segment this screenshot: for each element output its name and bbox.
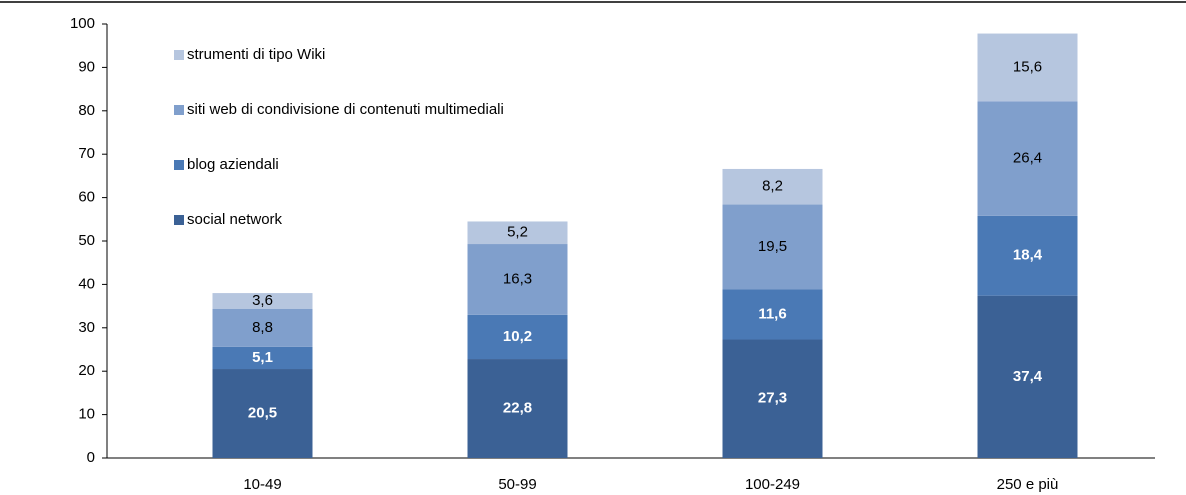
data-label: 20,5 [248,404,277,421]
legend-swatch [174,105,184,115]
x-tick-label: 10-49 [243,476,281,493]
x-tick-label: 50-99 [498,476,536,493]
y-tick-label: 70 [78,145,95,162]
y-tick-label: 30 [78,319,95,336]
data-label: 10,2 [503,328,532,345]
y-tick-label: 100 [70,15,95,32]
legend-swatch [174,50,184,60]
y-tick-label: 50 [78,232,95,249]
data-label: 18,4 [1013,247,1043,264]
legend-label: siti web di condivisione di contenuti mu… [187,101,504,118]
legend-label: blog aziendali [187,156,279,173]
bar-segment [977,33,1078,102]
bar-segment [722,289,823,340]
data-label: 3,6 [252,292,273,309]
y-tick-label: 0 [87,449,95,466]
bar-segment [977,295,1078,458]
y-tick-label: 20 [78,362,95,379]
data-label: 26,4 [1013,150,1042,167]
bar-segment [212,346,313,370]
data-label: 5,1 [252,349,273,366]
x-tick-label: 100-249 [745,476,800,493]
y-tick-label: 10 [78,406,95,423]
data-label: 8,8 [252,319,273,336]
bar-segment [722,204,823,290]
bar-segment [722,168,823,205]
bar-segment [467,314,568,360]
data-label: 5,2 [507,224,528,241]
bar-segment [467,359,568,458]
y-tick-label: 40 [78,275,95,292]
data-label: 11,6 [758,305,786,322]
legend-label: strumenti di tipo Wiki [187,46,325,63]
bar-segment [722,339,823,458]
y-tick-label: 60 [78,189,95,206]
bar-segment [467,221,568,245]
data-label: 27,3 [758,390,787,407]
data-label: 15,6 [1013,58,1042,75]
y-tick-label: 80 [78,102,95,119]
data-label: 16,3 [503,270,532,287]
x-tick-label: 250 e più [997,476,1059,493]
bar-segment [212,308,313,347]
data-label: 37,4 [1013,368,1043,385]
bar-segment [212,293,313,309]
legend-label: social network [187,211,283,228]
bar-segment [467,244,568,315]
data-label: 22,8 [503,399,532,416]
bar-segment [977,101,1078,216]
bar-segment [212,369,313,458]
legend-swatch [174,160,184,170]
data-label: 19,5 [758,238,787,255]
legend-swatch [174,215,184,225]
bar-segment [977,215,1078,296]
data-label: 8,2 [762,178,783,195]
y-tick-label: 90 [78,58,95,75]
